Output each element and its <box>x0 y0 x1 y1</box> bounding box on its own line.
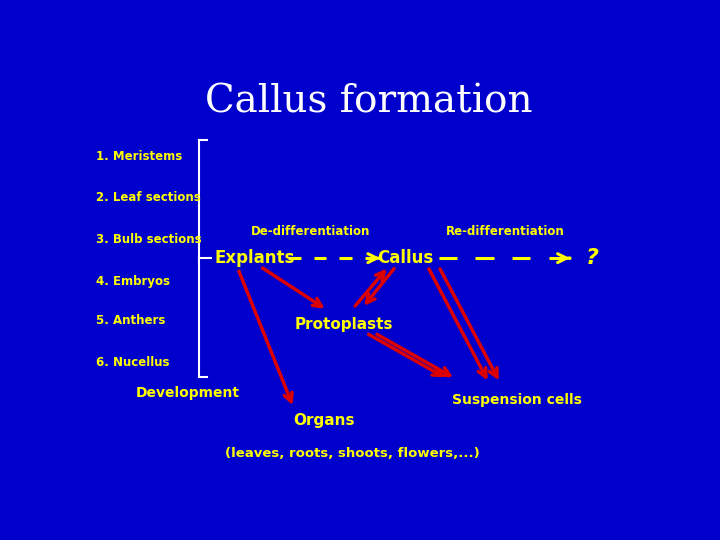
Text: 2. Leaf sections: 2. Leaf sections <box>96 191 200 204</box>
Text: 3. Bulb sections: 3. Bulb sections <box>96 233 201 246</box>
Text: Callus formation: Callus formation <box>205 84 533 121</box>
Text: Re-differentiation: Re-differentiation <box>446 225 565 238</box>
Text: Suspension cells: Suspension cells <box>452 393 582 407</box>
Text: 1. Meristems: 1. Meristems <box>96 150 182 163</box>
Text: ?: ? <box>586 248 598 268</box>
Text: Protoplasts: Protoplasts <box>294 317 393 332</box>
Text: De-differentiation: De-differentiation <box>251 225 370 238</box>
Text: 5. Anthers: 5. Anthers <box>96 314 165 327</box>
Text: Callus: Callus <box>377 249 433 267</box>
Text: Organs: Organs <box>294 413 355 428</box>
Text: 6. Nucellus: 6. Nucellus <box>96 356 169 369</box>
Text: 4. Embryos: 4. Embryos <box>96 274 170 287</box>
Text: Development: Development <box>135 386 240 400</box>
Text: (leaves, roots, shoots, flowers,...): (leaves, roots, shoots, flowers,...) <box>225 447 480 460</box>
Text: Explants: Explants <box>215 249 294 267</box>
